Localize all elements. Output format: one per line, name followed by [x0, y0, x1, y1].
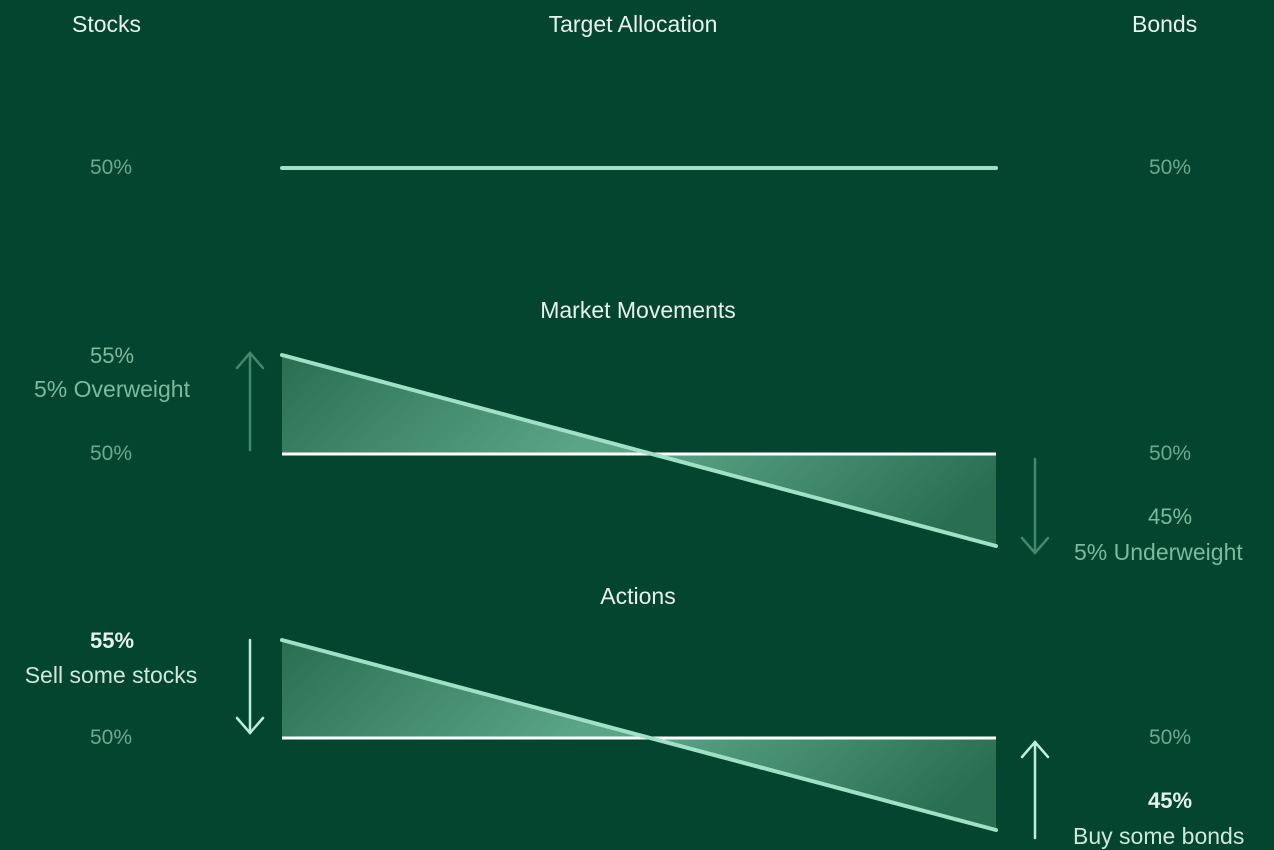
- target-bonds-pct: 50%: [1149, 156, 1192, 179]
- market-movements-chart: [235, 351, 1050, 555]
- market-drift-line: [280, 353, 998, 548]
- bonds-header: Bonds: [1132, 11, 1198, 37]
- actions-stocks-note: Sell some stocks: [24, 662, 198, 688]
- market-stocks-target: 50%: [90, 442, 133, 465]
- actions-title: Actions: [600, 583, 676, 609]
- market-movements-title: Market Movements: [540, 297, 736, 323]
- arrow-down-icon: [1020, 457, 1050, 555]
- market-bonds-note: 5% Underweight: [1074, 539, 1243, 565]
- actions-stocks-target: 50%: [90, 726, 133, 749]
- arrow-down-icon: [235, 638, 265, 735]
- actions-bonds-current: 45%: [1147, 788, 1193, 813]
- market-stocks-note: 5% Overweight: [34, 376, 190, 402]
- actions-drift-line: [280, 638, 998, 832]
- target-allocation-title: Target Allocation: [548, 11, 718, 37]
- actions-chart: [235, 638, 1050, 840]
- actions-bonds-target: 50%: [1149, 726, 1192, 749]
- target-stocks-pct: 50%: [90, 156, 133, 179]
- actions-bonds-note: Buy some bonds: [1073, 823, 1245, 849]
- market-bonds-target: 50%: [1149, 442, 1192, 465]
- market-bonds-current: 45%: [1147, 504, 1193, 529]
- arrow-up-icon: [235, 351, 265, 452]
- actions-stocks-current: 55%: [89, 628, 135, 653]
- market-stocks-current: 55%: [89, 343, 135, 368]
- arrow-up-icon: [1020, 740, 1050, 840]
- stocks-header: Stocks: [72, 11, 142, 37]
